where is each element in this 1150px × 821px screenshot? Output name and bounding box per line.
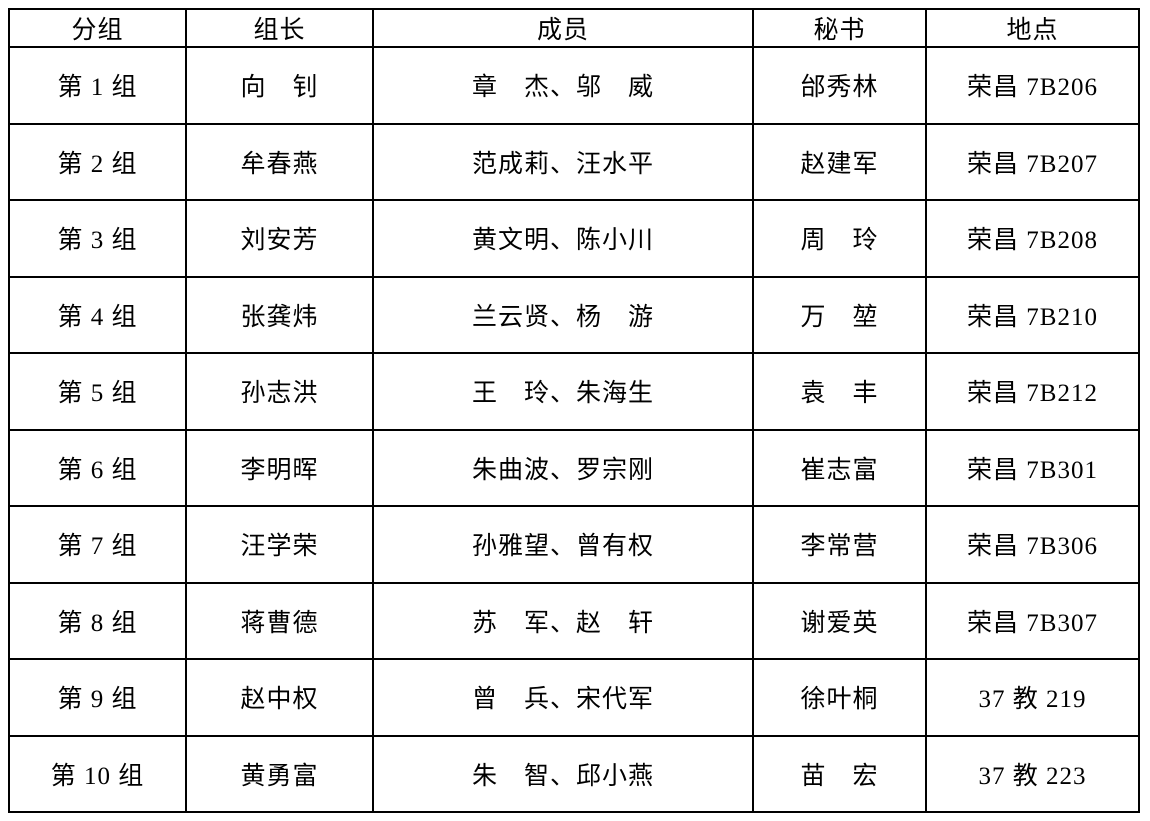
group-cell: 第 2 组 xyxy=(8,122,187,201)
secretary-cell: 万 堃 xyxy=(752,275,927,354)
leader-cell: 刘安芳 xyxy=(185,199,374,278)
column-header-leader: 组长 xyxy=(185,8,374,48)
table-row: 第 1 组 向 钊 章 杰、邬 威 邰秀林 荣昌 7B206 xyxy=(8,46,1140,125)
secretary-cell: 谢爱英 xyxy=(752,581,927,660)
column-header-location: 地点 xyxy=(925,8,1140,48)
secretary-cell: 李常营 xyxy=(752,505,927,584)
table-row: 第 3 组 刘安芳 黄文明、陈小川 周 玲 荣昌 7B208 xyxy=(8,199,1140,278)
leader-cell: 李明晖 xyxy=(185,428,374,507)
members-cell: 曾 兵、宋代军 xyxy=(372,658,754,737)
column-header-members: 成员 xyxy=(372,8,754,48)
location-cell: 37 教 219 xyxy=(925,658,1140,737)
members-cell: 兰云贤、杨 游 xyxy=(372,275,754,354)
members-cell: 章 杰、邬 威 xyxy=(372,46,754,125)
group-cell: 第 4 组 xyxy=(8,275,187,354)
secretary-cell: 邰秀林 xyxy=(752,46,927,125)
location-cell: 37 教 223 xyxy=(925,734,1140,813)
table-row: 第 7 组 汪学荣 孙雅望、曾有权 李常营 荣昌 7B306 xyxy=(8,505,1140,584)
members-cell: 范成莉、汪水平 xyxy=(372,122,754,201)
table-row: 第 10 组 黄勇富 朱 智、邱小燕 苗 宏 37 教 223 xyxy=(8,734,1140,813)
group-cell: 第 5 组 xyxy=(8,352,187,431)
location-cell: 荣昌 7B212 xyxy=(925,352,1140,431)
group-cell: 第 10 组 xyxy=(8,734,187,813)
column-header-secretary: 秘书 xyxy=(752,8,927,48)
leader-cell: 牟春燕 xyxy=(185,122,374,201)
group-cell: 第 6 组 xyxy=(8,428,187,507)
location-cell: 荣昌 7B306 xyxy=(925,505,1140,584)
table-row: 第 9 组 赵中权 曾 兵、宋代军 徐叶桐 37 教 219 xyxy=(8,658,1140,737)
location-cell: 荣昌 7B207 xyxy=(925,122,1140,201)
location-cell: 荣昌 7B206 xyxy=(925,46,1140,125)
secretary-cell: 周 玲 xyxy=(752,199,927,278)
group-cell: 第 7 组 xyxy=(8,505,187,584)
members-cell: 王 玲、朱海生 xyxy=(372,352,754,431)
location-cell: 荣昌 7B210 xyxy=(925,275,1140,354)
leader-cell: 蒋曹德 xyxy=(185,581,374,660)
table-row: 第 8 组 蒋曹德 苏 军、赵 轩 谢爱英 荣昌 7B307 xyxy=(8,581,1140,660)
leader-cell: 赵中权 xyxy=(185,658,374,737)
members-cell: 苏 军、赵 轩 xyxy=(372,581,754,660)
group-cell: 第 9 组 xyxy=(8,658,187,737)
groups-table: 分组 组长 成员 秘书 地点 第 1 组 向 钊 章 杰、邬 威 邰秀林 荣昌 … xyxy=(8,8,1140,813)
leader-cell: 张龚炜 xyxy=(185,275,374,354)
column-header-group: 分组 xyxy=(8,8,187,48)
leader-cell: 汪学荣 xyxy=(185,505,374,584)
group-cell: 第 1 组 xyxy=(8,46,187,125)
location-cell: 荣昌 7B307 xyxy=(925,581,1140,660)
group-cell: 第 8 组 xyxy=(8,581,187,660)
leader-cell: 向 钊 xyxy=(185,46,374,125)
leader-cell: 黄勇富 xyxy=(185,734,374,813)
table-row: 第 2 组 牟春燕 范成莉、汪水平 赵建军 荣昌 7B207 xyxy=(8,122,1140,201)
location-cell: 荣昌 7B301 xyxy=(925,428,1140,507)
leader-cell: 孙志洪 xyxy=(185,352,374,431)
members-cell: 黄文明、陈小川 xyxy=(372,199,754,278)
members-cell: 朱 智、邱小燕 xyxy=(372,734,754,813)
table-row: 第 6 组 李明晖 朱曲波、罗宗刚 崔志富 荣昌 7B301 xyxy=(8,428,1140,507)
table-row: 第 4 组 张龚炜 兰云贤、杨 游 万 堃 荣昌 7B210 xyxy=(8,275,1140,354)
secretary-cell: 崔志富 xyxy=(752,428,927,507)
secretary-cell: 苗 宏 xyxy=(752,734,927,813)
members-cell: 朱曲波、罗宗刚 xyxy=(372,428,754,507)
secretary-cell: 赵建军 xyxy=(752,122,927,201)
table-row: 第 5 组 孙志洪 王 玲、朱海生 袁 丰 荣昌 7B212 xyxy=(8,352,1140,431)
group-cell: 第 3 组 xyxy=(8,199,187,278)
members-cell: 孙雅望、曾有权 xyxy=(372,505,754,584)
secretary-cell: 徐叶桐 xyxy=(752,658,927,737)
header-row: 分组 组长 成员 秘书 地点 xyxy=(8,8,1140,48)
location-cell: 荣昌 7B208 xyxy=(925,199,1140,278)
secretary-cell: 袁 丰 xyxy=(752,352,927,431)
